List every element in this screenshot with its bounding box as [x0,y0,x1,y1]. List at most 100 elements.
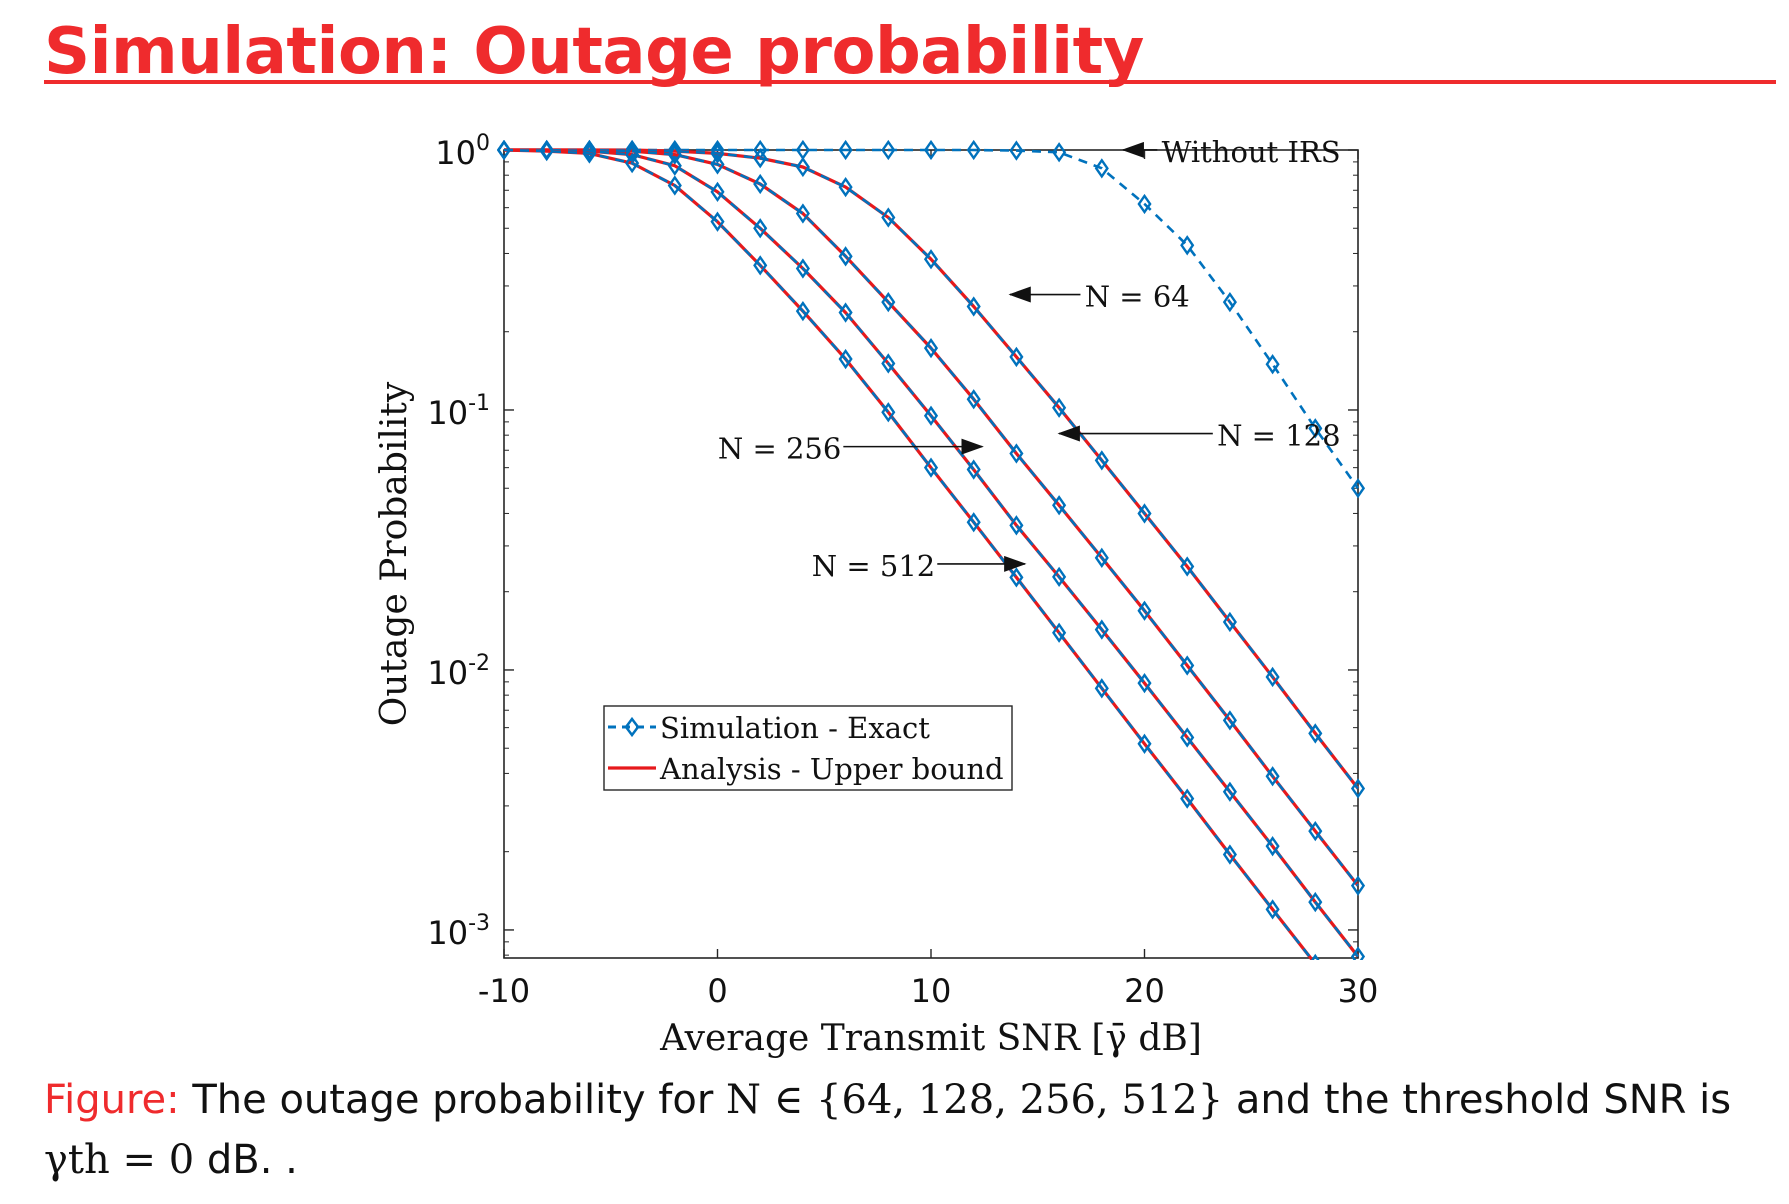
marker-n-128 [1137,600,1152,621]
marker-n-64 [1009,346,1024,368]
marker-n-64 [966,296,981,317]
marker-without-irs [923,139,939,161]
slide-title: Simulation: Outage probability [44,15,1144,89]
simulation-line-n-128 [504,148,1360,887]
marker-n-512 [1352,1010,1363,1026]
title-rule [44,80,1776,84]
marker-without-irs [881,139,896,161]
legend-simulation-marker [624,716,640,738]
marker-n-64 [1308,723,1323,744]
legend-box [603,705,1013,791]
outage-probability-chart: -10 0 10 20 30 100 10-1 10-2 10-3 Without IRS N … [374,131,1378,1059]
marker-without-irs [1265,354,1280,375]
annotation-n-512: N = 512 [812,549,935,583]
marker-n-64 [838,176,853,198]
marker-n-256 [1137,672,1152,694]
caption-text-before: The outage probability for [192,1077,714,1123]
marker-n-128 [923,337,939,359]
annotation-n-256: N = 256 [718,432,841,466]
marker-n-128 [667,144,682,165]
marker-without-irs [838,139,853,161]
annotation-n-128: N = 128 [1217,419,1340,453]
x-tick-label: 20 [1124,972,1165,1010]
marker-n-512 [496,139,512,161]
marker-n-128 [625,140,640,162]
x-axis-label: Average Transmit SNR [γ̄ dB] [659,1018,1202,1059]
marker-n-512 [539,140,554,162]
marker-n-256 [923,405,939,426]
y-axis-ticks: 100 10-1 10-2 10-3 [427,131,1358,952]
marker-n-512 [1222,844,1237,865]
marker-n-256 [582,140,597,162]
marker-n-512 [1137,733,1152,754]
simulation-line-n-512 [503,148,1314,960]
y-tick-label: 10-2 [427,651,490,692]
marker-n-256 [710,181,725,203]
marker-n-128 [795,203,810,224]
marker-n-128 [1222,710,1237,731]
caption-set-expression: N ∈ {64, 128, 256, 512} [726,1077,1224,1123]
marker-n-256 [1265,836,1280,857]
marker-n-256 [1308,891,1323,913]
marker-n-256 [1052,566,1067,588]
legend: Simulation - Exact Analysis - Upper boun… [603,705,1013,791]
marker-n-128 [1009,443,1024,464]
marker-n-512 [1052,622,1067,643]
legend-simulation-label: Simulation - Exact [660,711,930,745]
marker-n-128 [1094,547,1109,568]
marker-n-64 [1052,397,1067,418]
figure-caption: Figure: The outage probability for N ∈ {… [44,1070,1764,1190]
caption-threshold-expression: γth = 0 [44,1137,195,1183]
analysis-line-n-64 [504,148,1360,790]
legend-analysis-label: Analysis - Upper bound [659,752,1004,786]
marker-n-512 [795,300,810,322]
marker-n-512 [881,402,896,423]
marker-without-irs [1009,140,1024,161]
marker-n-256 [1350,946,1366,960]
marker-n-512 [966,512,981,533]
marker-without-irs [1052,142,1067,163]
marker-n-512 [753,255,768,276]
marker-n-512 [710,211,725,232]
marker-n-256 [1222,781,1237,802]
marker-n-128 [1180,655,1195,676]
series-layer [496,139,1366,1026]
marker-n-512 [1094,678,1109,699]
y-tick-label: 10-1 [427,391,490,432]
marker-n-256 [1180,727,1195,748]
y-tick-label: 100 [435,131,490,172]
marker-n-512 [667,175,682,196]
marker-n-64 [923,249,939,270]
annotation-layer: Without IRS N = 64 N = 128 N = 256 N = 512 [718,135,1341,583]
marker-n-256 [1094,619,1109,640]
marker-n-256 [838,302,853,323]
marker-n-64 [795,156,810,178]
marker-n-256 [795,258,810,279]
marker-without-irs [1180,235,1195,256]
marker-n-512 [1009,567,1024,588]
marker-without-irs [1137,193,1152,215]
marker-n-128 [966,389,981,410]
marker-n-256 [667,155,682,176]
marker-n-64 [1180,556,1195,577]
caption-text-end: dB. . [206,1137,298,1183]
marker-n-512 [582,143,597,164]
marker-n-64 [1265,666,1280,688]
marker-n-128 [1350,875,1366,896]
marker-n-256 [881,353,896,374]
simulation-line-n-256 [504,148,1360,958]
marker-n-128 [710,154,725,175]
y-tick-label: 10-3 [427,911,490,952]
marker-without-irs [1308,418,1323,439]
annotation-n-64: N = 64 [1085,280,1190,314]
caption-text-mid: and the threshold SNR is [1235,1077,1732,1123]
marker-n-128 [881,291,896,313]
marker-n-64 [753,148,768,169]
marker-n-512 [838,348,853,370]
marker-n-256 [966,459,981,480]
x-tick-label: 10 [911,972,952,1010]
marker-n-64 [1094,450,1109,471]
marker-n-64 [710,143,725,164]
plot-area [503,149,1359,959]
x-tick-label: 0 [707,972,727,1010]
